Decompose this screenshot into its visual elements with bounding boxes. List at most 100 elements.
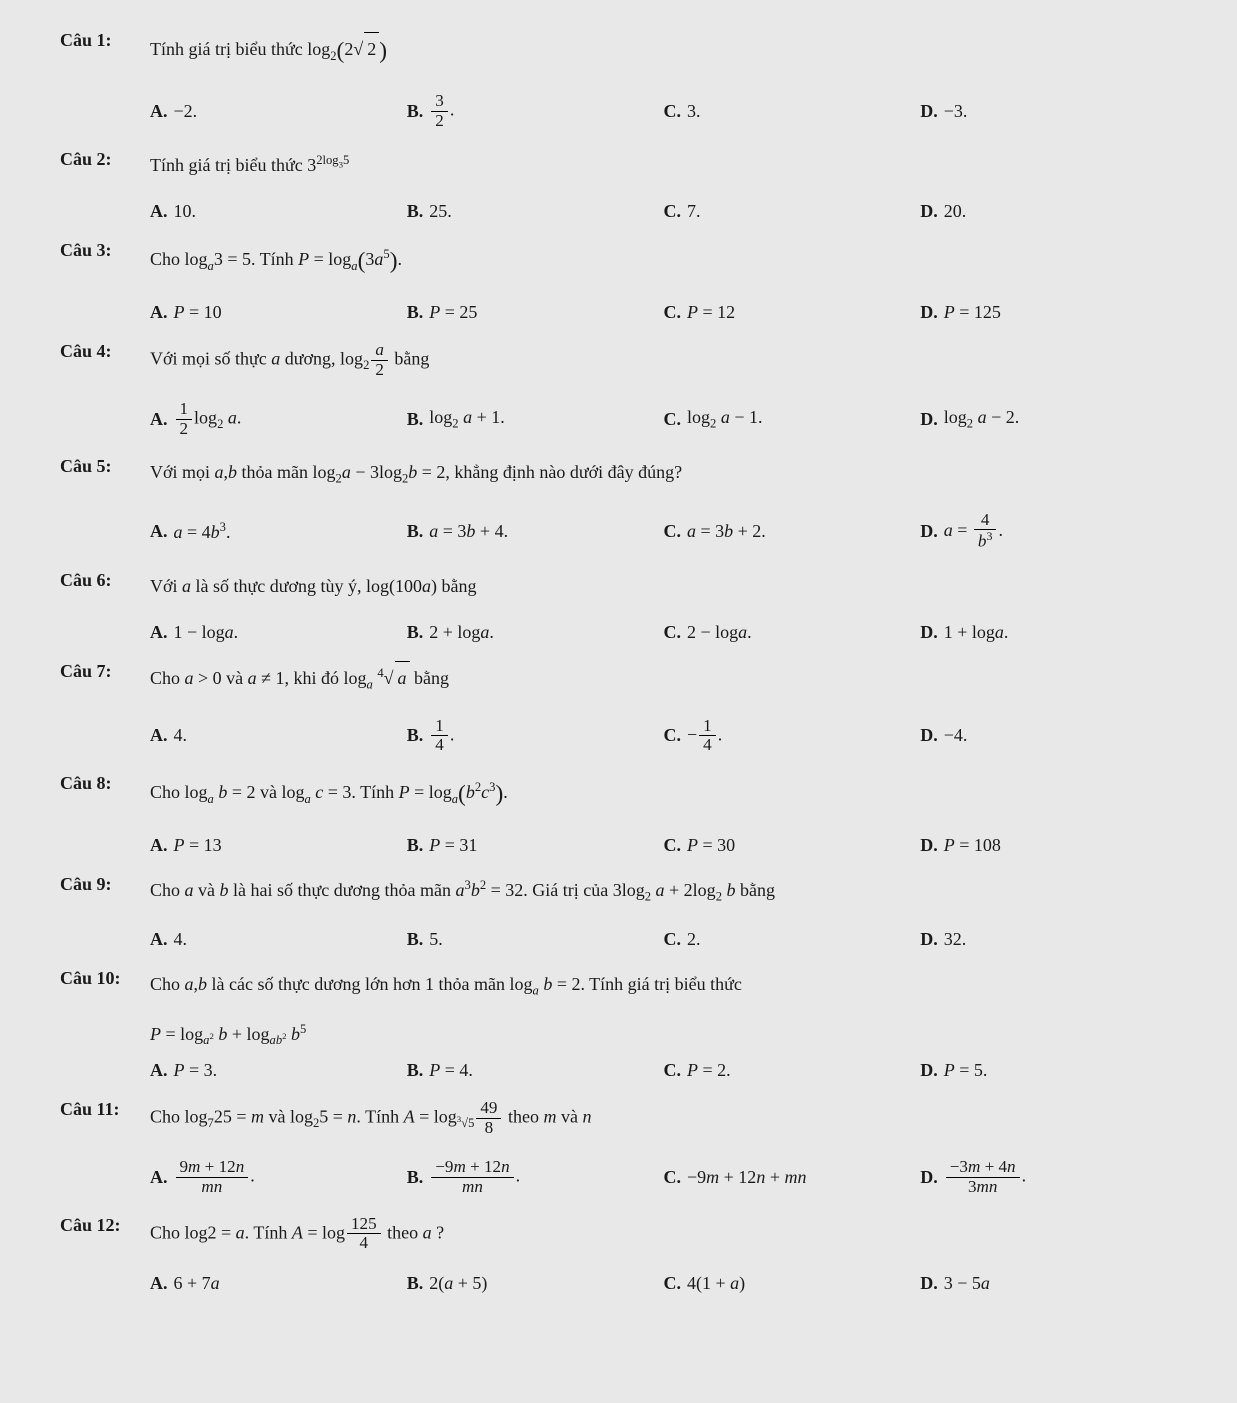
- option-a: A. P = 3.: [150, 1060, 407, 1081]
- answer-options: A.6 + 7aB.2(a + 5)C.4(1 + a)D.3 − 5a: [150, 1273, 1177, 1294]
- option-value: 7.: [687, 201, 701, 222]
- question-text: Cho loga b = 2 và loga c = 3. Tính P = l…: [150, 773, 1177, 815]
- question-label: Câu 8:: [60, 773, 150, 794]
- option-label: D.: [920, 201, 938, 222]
- option-a: A.9m + 12nmn.: [150, 1158, 407, 1197]
- option-value: P = 4.: [429, 1060, 473, 1081]
- option-b: B.5.: [407, 929, 664, 950]
- question-text: Tính giá trị biểu thức 32log35: [150, 149, 1177, 181]
- option-value: P = 3.: [174, 1060, 218, 1081]
- question-content: Với a là số thực dương tùy ý, log(100a) …: [150, 570, 1177, 614]
- question-extra: P = loga2 b + logab2 b5: [150, 1022, 1177, 1049]
- option-value: 6 + 7a: [174, 1273, 220, 1294]
- option-label: B.: [407, 835, 424, 856]
- option-value: 3.: [687, 101, 701, 122]
- option-value: a = 4b3.: [174, 520, 231, 543]
- question-8: Câu 8:Cho loga b = 2 và loga c = 3. Tính…: [60, 773, 1177, 827]
- answer-options: A.12log2 a.B.log2 a + 1.C.log2 a − 1.D.l…: [150, 400, 1177, 439]
- option-a: A.6 + 7a: [150, 1273, 407, 1294]
- option-label: C.: [664, 929, 682, 950]
- question-4: Câu 4:Với mọi số thực a dương, log2a2 bằ…: [60, 341, 1177, 392]
- question-text: Cho a,b là các số thực dương lớn hơn 1 t…: [150, 968, 1177, 1002]
- option-value: 1 + loga.: [944, 622, 1009, 643]
- option-c: C.a = 3b + 2.: [664, 511, 921, 552]
- option-value: log2 a − 2.: [944, 407, 1019, 432]
- option-value: −3.: [944, 101, 968, 122]
- option-label: C.: [664, 409, 682, 430]
- option-value: a = 3b + 2.: [687, 521, 766, 542]
- option-d: D.1 + loga.: [920, 622, 1177, 643]
- answer-options: A.4.B.5.C.2.D.32.: [150, 929, 1177, 950]
- option-value: 10.: [174, 201, 197, 222]
- question-content: Cho a > 0 và a ≠ 1, khi đó loga 4√a bằng: [150, 661, 1177, 708]
- option-value: P = 125: [944, 302, 1001, 323]
- option-a: A.−2.: [150, 92, 407, 131]
- option-value: 4(1 + a): [687, 1273, 745, 1294]
- option-label: A.: [150, 835, 168, 856]
- question-label: Câu 1:: [60, 30, 150, 51]
- option-label: D.: [920, 521, 938, 542]
- option-c: C.P = 30: [664, 835, 921, 856]
- option-label: C.: [664, 201, 682, 222]
- question-1: Câu 1:Tính giá trị biểu thức log2(2√2): [60, 30, 1177, 84]
- option-d: D.P = 5.: [920, 1060, 1177, 1081]
- option-value: 9m + 12nmn.: [174, 1158, 255, 1197]
- option-label: D.: [920, 1060, 938, 1081]
- option-value: −9m + 12n + mn: [687, 1167, 806, 1188]
- option-value: P = 10: [174, 302, 222, 323]
- option-value: P = 25: [429, 302, 477, 323]
- question-7: Câu 7:Cho a > 0 và a ≠ 1, khi đó loga 4√…: [60, 661, 1177, 708]
- answer-options: A.P = 10B.P = 25C.P = 12D.P = 125: [150, 302, 1177, 323]
- option-value: P = 13: [174, 835, 222, 856]
- question-label: Câu 4:: [60, 341, 150, 362]
- option-c: C.7.: [664, 201, 921, 222]
- option-label: A.: [150, 521, 168, 542]
- option-c: C.2.: [664, 929, 921, 950]
- option-label: C.: [664, 835, 682, 856]
- option-label: B.: [407, 725, 424, 746]
- option-label: A.: [150, 1060, 168, 1081]
- question-label: Câu 5:: [60, 456, 150, 477]
- question-content: Cho a và b là hai số thực dương thỏa mãn…: [150, 874, 1177, 920]
- question-text: Tính giá trị biểu thức log2(2√2): [150, 30, 1177, 72]
- option-label: D.: [920, 835, 938, 856]
- option-label: D.: [920, 1167, 938, 1188]
- option-d: D. 3 − 5a: [920, 1273, 1177, 1294]
- question-text: Với a là số thực dương tùy ý, log(100a) …: [150, 570, 1177, 602]
- option-label: D.: [920, 1273, 938, 1294]
- option-value: log2 a − 1.: [687, 407, 762, 432]
- question-content: Với mọi số thực a dương, log2a2 bằng: [150, 341, 1177, 392]
- answer-options: A.P = 13B.P = 31C.P = 30D.P = 108: [150, 835, 1177, 856]
- question-6: Câu 6:Với a là số thực dương tùy ý, log(…: [60, 570, 1177, 614]
- question-content: Với mọi a,b thỏa mãn log2a − 3log2b = 2,…: [150, 456, 1177, 502]
- option-value: 2(a + 5): [429, 1273, 487, 1294]
- option-a: A. a = 4b3.: [150, 511, 407, 552]
- question-content: Cho loga3 = 5. Tính P = loga(3a5).: [150, 240, 1177, 294]
- option-value: 5.: [429, 929, 443, 950]
- option-value: 2 + loga.: [429, 622, 494, 643]
- question-text: Cho loga3 = 5. Tính P = loga(3a5).: [150, 240, 1177, 282]
- option-c: C.P = 2.: [664, 1060, 921, 1081]
- option-value: 1 − loga.: [174, 622, 239, 643]
- option-b: B.a = 3b + 4.: [407, 511, 664, 552]
- question-2: Câu 2:Tính giá trị biểu thức 32log35: [60, 149, 1177, 193]
- option-b: B.2(a + 5): [407, 1273, 664, 1294]
- option-value: 2.: [687, 929, 701, 950]
- answer-options: A.1 − loga.B.2 + loga.C.2 − loga.D.1 + l…: [150, 622, 1177, 643]
- option-a: A.1 − loga.: [150, 622, 407, 643]
- option-label: C.: [664, 1060, 682, 1081]
- option-value: 2 − loga.: [687, 622, 752, 643]
- question-12: Câu 12:Cho log2 = a. Tính A = log1254 th…: [60, 1215, 1177, 1266]
- option-label: B.: [407, 101, 424, 122]
- option-label: D.: [920, 302, 938, 323]
- question-label: Câu 12:: [60, 1215, 150, 1236]
- option-label: D.: [920, 725, 938, 746]
- question-text: Cho log2 = a. Tính A = log1254 theo a ?: [150, 1215, 1177, 1254]
- option-d: D.−4.: [920, 717, 1177, 756]
- option-value: 25.: [429, 201, 452, 222]
- option-b: B.14.: [407, 717, 664, 756]
- question-11: Câu 11:Cho log725 = m và log25 = n. Tính…: [60, 1099, 1177, 1150]
- option-label: B.: [407, 201, 424, 222]
- question-content: Tính giá trị biểu thức 32log35: [150, 149, 1177, 193]
- option-value: 3 − 5a: [944, 1273, 990, 1294]
